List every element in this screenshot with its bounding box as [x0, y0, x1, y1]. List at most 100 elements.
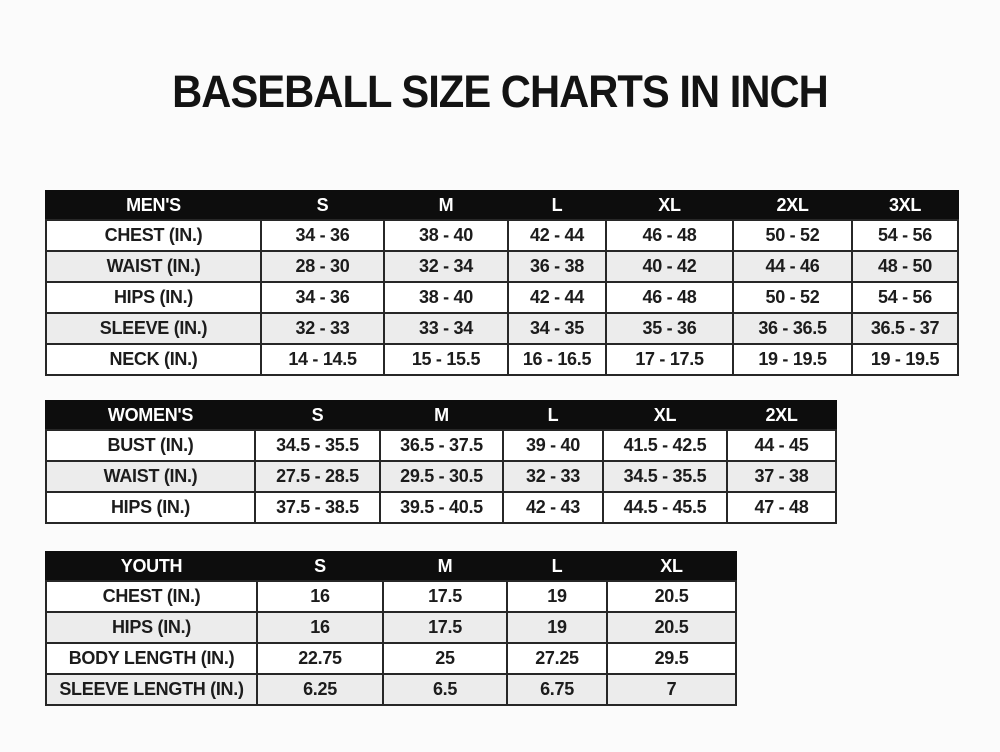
table-row: CHEST (IN.) 16 17.5 19 20.5: [45, 580, 737, 613]
value-cell: 40 - 42: [605, 250, 734, 283]
size-header-cell: L: [507, 190, 607, 221]
mens-size-table: MEN'S S M L XL 2XL 3XL CHEST (IN.) 34 - 36 38 - 4…: [45, 190, 959, 376]
value-cell: 44 - 46: [732, 250, 853, 283]
value-cell: 32 - 33: [260, 312, 385, 345]
value-cell: 19: [506, 611, 608, 644]
value-cell: 34.5 - 35.5: [602, 460, 728, 493]
value-cell: 42 - 43: [502, 491, 604, 524]
size-header-cell: M: [382, 551, 508, 582]
row-label-cell: BODY LENGTH (IN.): [45, 642, 258, 675]
value-cell: 38 - 40: [383, 281, 509, 314]
value-cell: 50 - 52: [732, 219, 853, 252]
value-cell: 41.5 - 42.5: [602, 429, 728, 462]
page-title: BASEBALL SIZE CHARTS IN INCH: [172, 66, 829, 118]
value-cell: 29.5: [606, 642, 737, 675]
value-cell: 36 - 36.5: [732, 312, 853, 345]
value-cell: 19: [506, 580, 608, 613]
row-label-cell: SLEEVE (IN.): [45, 312, 262, 345]
table-row: NECK (IN.) 14 - 14.5 15 - 15.5 16 - 16.5 17 …: [45, 343, 959, 376]
size-header-cell: 3XL: [851, 190, 959, 221]
value-cell: 6.75: [506, 673, 608, 706]
value-cell: 47 - 48: [726, 491, 837, 524]
value-cell: 37.5 - 38.5: [254, 491, 381, 524]
header-row: YOUTH S M L XL: [45, 551, 737, 582]
header-row: WOMEN'S S M L XL 2XL: [45, 400, 837, 431]
value-cell: 42 - 44: [507, 281, 607, 314]
value-cell: 54 - 56: [851, 219, 959, 252]
value-cell: 17.5: [382, 580, 508, 613]
size-header-cell: XL: [602, 400, 728, 431]
value-cell: 34 - 35: [507, 312, 607, 345]
size-header-cell: L: [502, 400, 604, 431]
value-cell: 6.25: [256, 673, 384, 706]
value-cell: 16 - 16.5: [507, 343, 607, 376]
row-label-cell: HIPS (IN.): [45, 491, 256, 524]
table-row: HIPS (IN.) 37.5 - 38.5 39.5 - 40.5 42 - 43 4…: [45, 491, 837, 524]
value-cell: 20.5: [606, 611, 737, 644]
value-cell: 50 - 52: [732, 281, 853, 314]
value-cell: 44 - 45: [726, 429, 837, 462]
table-row: CHEST (IN.) 34 - 36 38 - 40 42 - 44 46 - 48 5…: [45, 219, 959, 252]
value-cell: 32 - 34: [383, 250, 509, 283]
value-cell: 35 - 36: [605, 312, 734, 345]
group-header-cell: MEN'S: [45, 190, 262, 221]
size-header-cell: 2XL: [726, 400, 837, 431]
value-cell: 34.5 - 35.5: [254, 429, 381, 462]
value-cell: 44.5 - 45.5: [602, 491, 728, 524]
size-header-cell: 2XL: [732, 190, 853, 221]
value-cell: 19 - 19.5: [732, 343, 853, 376]
table-row: HIPS (IN.) 34 - 36 38 - 40 42 - 44 46 - 48 50…: [45, 281, 959, 314]
size-header-cell: S: [260, 190, 385, 221]
value-cell: 29.5 - 30.5: [379, 460, 504, 493]
size-header-cell: XL: [606, 551, 737, 582]
value-cell: 48 - 50: [851, 250, 959, 283]
value-cell: 36 - 38: [507, 250, 607, 283]
value-cell: 39.5 - 40.5: [379, 491, 504, 524]
value-cell: 27.25: [506, 642, 608, 675]
size-header-cell: S: [254, 400, 381, 431]
value-cell: 15 - 15.5: [383, 343, 509, 376]
value-cell: 36.5 - 37: [851, 312, 959, 345]
table-row: HIPS (IN.) 16 17.5 19 20.5: [45, 611, 737, 644]
value-cell: 16: [256, 580, 384, 613]
youth-size-table: YOUTH S M L XL CHEST (IN.) 16 17.5 19 20.5 HIPS (I…: [45, 551, 737, 706]
row-label-cell: WAIST (IN.): [45, 460, 256, 493]
table-row: BODY LENGTH (IN.) 22.75 25 27.25 29.5: [45, 642, 737, 675]
value-cell: 54 - 56: [851, 281, 959, 314]
value-cell: 39 - 40: [502, 429, 604, 462]
table-row: WAIST (IN.) 28 - 30 32 - 34 36 - 38 40 - 42 4…: [45, 250, 959, 283]
value-cell: 20.5: [606, 580, 737, 613]
value-cell: 36.5 - 37.5: [379, 429, 504, 462]
row-label-cell: CHEST (IN.): [45, 219, 262, 252]
value-cell: 37 - 38: [726, 460, 837, 493]
table-row: SLEEVE (IN.) 32 - 33 33 - 34 34 - 35 35 - 36…: [45, 312, 959, 345]
row-label-cell: NECK (IN.): [45, 343, 262, 376]
size-header-cell: M: [383, 190, 509, 221]
value-cell: 16: [256, 611, 384, 644]
value-cell: 34 - 36: [260, 281, 385, 314]
value-cell: 14 - 14.5: [260, 343, 385, 376]
value-cell: 46 - 48: [605, 281, 734, 314]
group-header-cell: WOMEN'S: [45, 400, 256, 431]
value-cell: 22.75: [256, 642, 384, 675]
row-label-cell: CHEST (IN.): [45, 580, 258, 613]
row-label-cell: BUST (IN.): [45, 429, 256, 462]
table-row: BUST (IN.) 34.5 - 35.5 36.5 - 37.5 39 - 40 4…: [45, 429, 837, 462]
size-header-cell: S: [256, 551, 384, 582]
value-cell: 38 - 40: [383, 219, 509, 252]
table-row: SLEEVE LENGTH (IN.) 6.25 6.5 6.75 7: [45, 673, 737, 706]
value-cell: 7: [606, 673, 737, 706]
value-cell: 17 - 17.5: [605, 343, 734, 376]
value-cell: 19 - 19.5: [851, 343, 959, 376]
row-label-cell: HIPS (IN.): [45, 611, 258, 644]
value-cell: 27.5 - 28.5: [254, 460, 381, 493]
value-cell: 34 - 36: [260, 219, 385, 252]
size-header-cell: XL: [605, 190, 734, 221]
size-header-cell: M: [379, 400, 504, 431]
size-header-cell: L: [506, 551, 608, 582]
group-header-cell: YOUTH: [45, 551, 258, 582]
value-cell: 46 - 48: [605, 219, 734, 252]
value-cell: 17.5: [382, 611, 508, 644]
value-cell: 6.5: [382, 673, 508, 706]
womens-size-table: WOMEN'S S M L XL 2XL BUST (IN.) 34.5 - 35.5 36.5…: [45, 400, 837, 524]
